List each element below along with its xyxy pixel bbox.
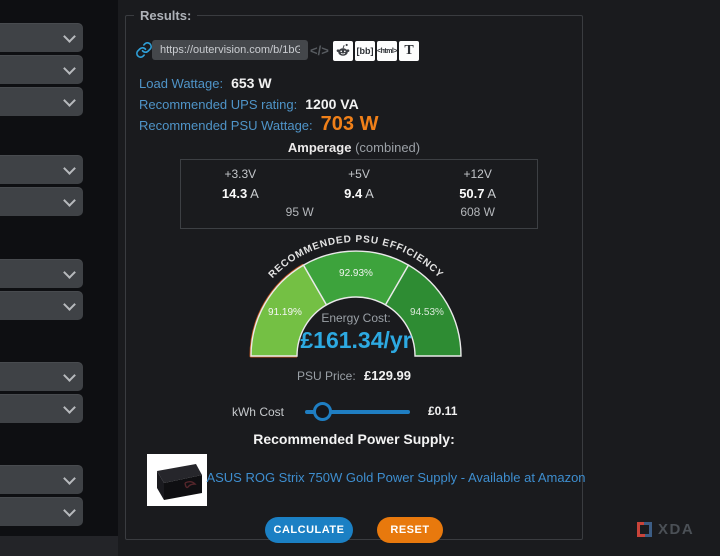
results-fieldset: Results: </> [125,8,586,543]
bbcode-share-button[interactable]: [bb] [355,41,375,61]
amperage-watts-12v: 608 W [460,205,495,219]
amperage-col-3v3: +3.3V [224,167,257,181]
amperage-col-12v: +12V [463,167,492,181]
html-share-button[interactable]: <html> [377,41,397,61]
link-icon [135,41,153,64]
xda-logo: XDA [637,521,694,538]
amperage-value-5v: 9.4 A [344,186,374,201]
sidebar-select[interactable] [0,465,83,494]
gauge-label-middle: 92.93% [339,268,373,279]
psu-wattage-label: Recommended PSU Wattage: [139,118,313,133]
xda-brackets-icon [637,521,654,538]
chevron-down-icon [63,30,76,43]
reddit-share-button[interactable] [333,41,353,61]
amperage-watts-combined: 95 W [285,205,314,219]
reset-button[interactable]: RESET [377,517,443,543]
psu-wattage-value: 703 W [320,113,379,135]
amperage-col-5v: +5V [348,167,370,181]
amperage-value-3v3: 14.3 A [221,186,259,201]
load-wattage-row: Load Wattage: 653 W [139,75,272,91]
psu-price-value: £129.99 [364,368,412,383]
energy-cost-label: Energy Cost: [321,311,390,325]
sidebar-select[interactable] [0,155,83,184]
sidebar-select[interactable] [0,187,83,216]
bottom-left-strip [0,536,118,556]
sidebar-select[interactable] [0,55,83,84]
amperage-title: Amperage (combined) [126,140,582,155]
chevron-down-icon [63,401,76,414]
results-legend: Results: [140,8,192,23]
chevron-down-icon [63,369,76,382]
text-share-button[interactable]: T [399,41,419,61]
psu-price-row: PSU Price: £129.99 [126,368,582,383]
recommended-psu-link[interactable]: ASUS ROG Strix 750W Gold Power Supply - … [206,470,586,485]
kwh-cost-value: £0.11 [428,404,458,418]
chevron-down-icon [63,162,76,175]
load-wattage-label: Load Wattage: [139,76,224,91]
chevron-down-icon [63,266,76,279]
sidebar-select[interactable] [0,23,83,52]
amperage-table: +3.3V +5V +12V 14.3 A 9.4 A 50.7 A 95 W … [180,159,538,229]
kwh-cost-label: kWh Cost [231,405,284,419]
kwh-cost-slider-handle[interactable] [313,402,332,421]
gauge-label-left: 91.19% [268,307,302,318]
sidebar-select[interactable] [0,259,83,288]
ups-rating-row: Recommended UPS rating: 1200 VA [139,96,359,112]
chevron-down-icon [63,504,76,517]
share-url-input[interactable] [152,40,308,60]
psu-wattage-row: Recommended PSU Wattage: 703 W [139,113,378,136]
recommended-psu-heading: Recommended Power Supply: [253,431,455,447]
amperage-title-main: Amperage [287,140,352,155]
psu-price-label: PSU Price: [296,369,356,383]
chevron-down-icon [63,94,76,107]
sidebar-select[interactable] [0,497,83,526]
sidebar-select[interactable] [0,362,83,391]
gauge-label-right: 94.53% [410,307,444,318]
embed-code-icon[interactable]: </> [310,43,329,58]
chevron-down-icon [63,62,76,75]
chevron-down-icon [63,194,76,207]
reddit-icon [335,42,351,61]
efficiency-gauge: RECOMMENDED PSU EFFICIENCY 91.19% 92.93%… [243,227,469,365]
ups-rating-value: 1200 VA [305,96,359,112]
sidebar-select[interactable] [0,394,83,423]
chevron-down-icon [63,472,76,485]
chevron-down-icon [63,298,76,311]
psu-product-image [147,454,207,506]
kwh-cost-slider-track[interactable] [305,410,410,414]
amperage-title-sub: (combined) [355,140,421,155]
amperage-value-12v: 50.7 A [459,186,497,201]
load-wattage-value: 653 W [231,75,272,91]
xda-logo-text: XDA [658,521,695,538]
sidebar-select[interactable] [0,87,83,116]
energy-cost-value: £161.34/yr [300,327,411,353]
sidebar-select[interactable] [0,291,83,320]
ups-rating-label: Recommended UPS rating: [139,97,298,112]
gauge-segment-right [384,264,462,357]
calculate-button[interactable]: CALCULATE [265,517,353,543]
